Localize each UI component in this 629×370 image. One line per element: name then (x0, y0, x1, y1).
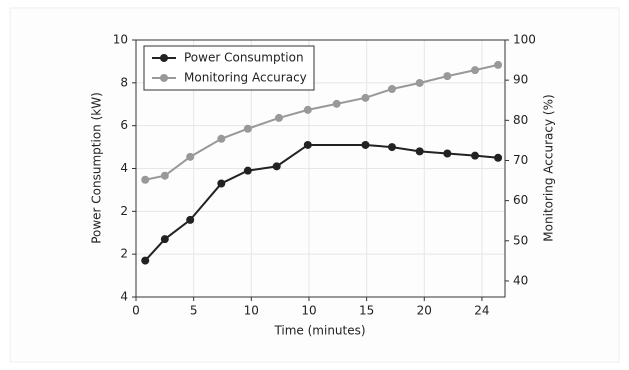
series-point (387, 143, 396, 152)
y-tick-label: 2 (120, 204, 128, 218)
series-point (443, 72, 452, 81)
series-point (160, 235, 169, 244)
series-point (471, 151, 480, 160)
x-axis-label: Time (minutes) (273, 324, 365, 338)
legend-label: Power Consumption (184, 51, 304, 65)
y2-tick-label: 90 (513, 73, 528, 87)
series-point (494, 60, 503, 69)
series-point (141, 256, 150, 265)
series-point (361, 140, 370, 149)
series-point (217, 179, 226, 188)
series-point (387, 84, 396, 93)
x-tick-label: 5 (190, 304, 198, 318)
y-tick-label: 4 (120, 161, 128, 175)
y-tick-label: 10 (113, 33, 128, 47)
legend-label: Monitoring Accuracy (184, 71, 307, 85)
x-tick-label: 24 (474, 304, 489, 318)
series-point (415, 147, 424, 156)
x-tick-label: 20 (417, 304, 432, 318)
y-tick-label: 6 (120, 118, 128, 132)
legend-marker (160, 54, 168, 62)
series-point (243, 124, 252, 133)
y2-tick-label: 100 (513, 33, 536, 47)
y2-tick-label: 40 (513, 273, 528, 287)
series-point (494, 153, 503, 162)
series-point (141, 175, 150, 184)
series-point (272, 162, 281, 171)
legend-box (143, 45, 315, 91)
y2-tick-label: 50 (513, 233, 528, 247)
series-point (186, 215, 195, 224)
x-tick-label: 0 (132, 304, 140, 318)
y-axis-label: Power Consumption (kW) (90, 92, 104, 244)
y-tick-label: 2 (120, 247, 128, 261)
series-point (361, 93, 370, 102)
series-point (303, 140, 312, 149)
series-point (274, 113, 283, 122)
y2-tick-label: 60 (513, 193, 528, 207)
x-tick-label: 10 (301, 304, 316, 318)
series-point (415, 78, 424, 87)
x-tick-label: 15 (359, 304, 374, 318)
y2-axis-label: Monitoring Accuracy (%) (542, 94, 556, 241)
plot-frame (135, 39, 506, 298)
legend-marker (160, 74, 168, 82)
y2-tick-label: 80 (513, 113, 528, 127)
series-point (443, 149, 452, 158)
series-point (332, 99, 341, 108)
series-point (186, 152, 195, 161)
series-point (160, 171, 169, 180)
y-tick-label: 4 (120, 290, 128, 304)
series-point (303, 105, 312, 114)
series-line (145, 63, 499, 181)
y2-tick-label: 70 (513, 153, 528, 167)
y-tick-label: 8 (120, 75, 128, 89)
x-tick-label: 10 (244, 304, 259, 318)
series-point (217, 134, 226, 143)
series-point (243, 166, 252, 175)
series-point (471, 66, 480, 75)
